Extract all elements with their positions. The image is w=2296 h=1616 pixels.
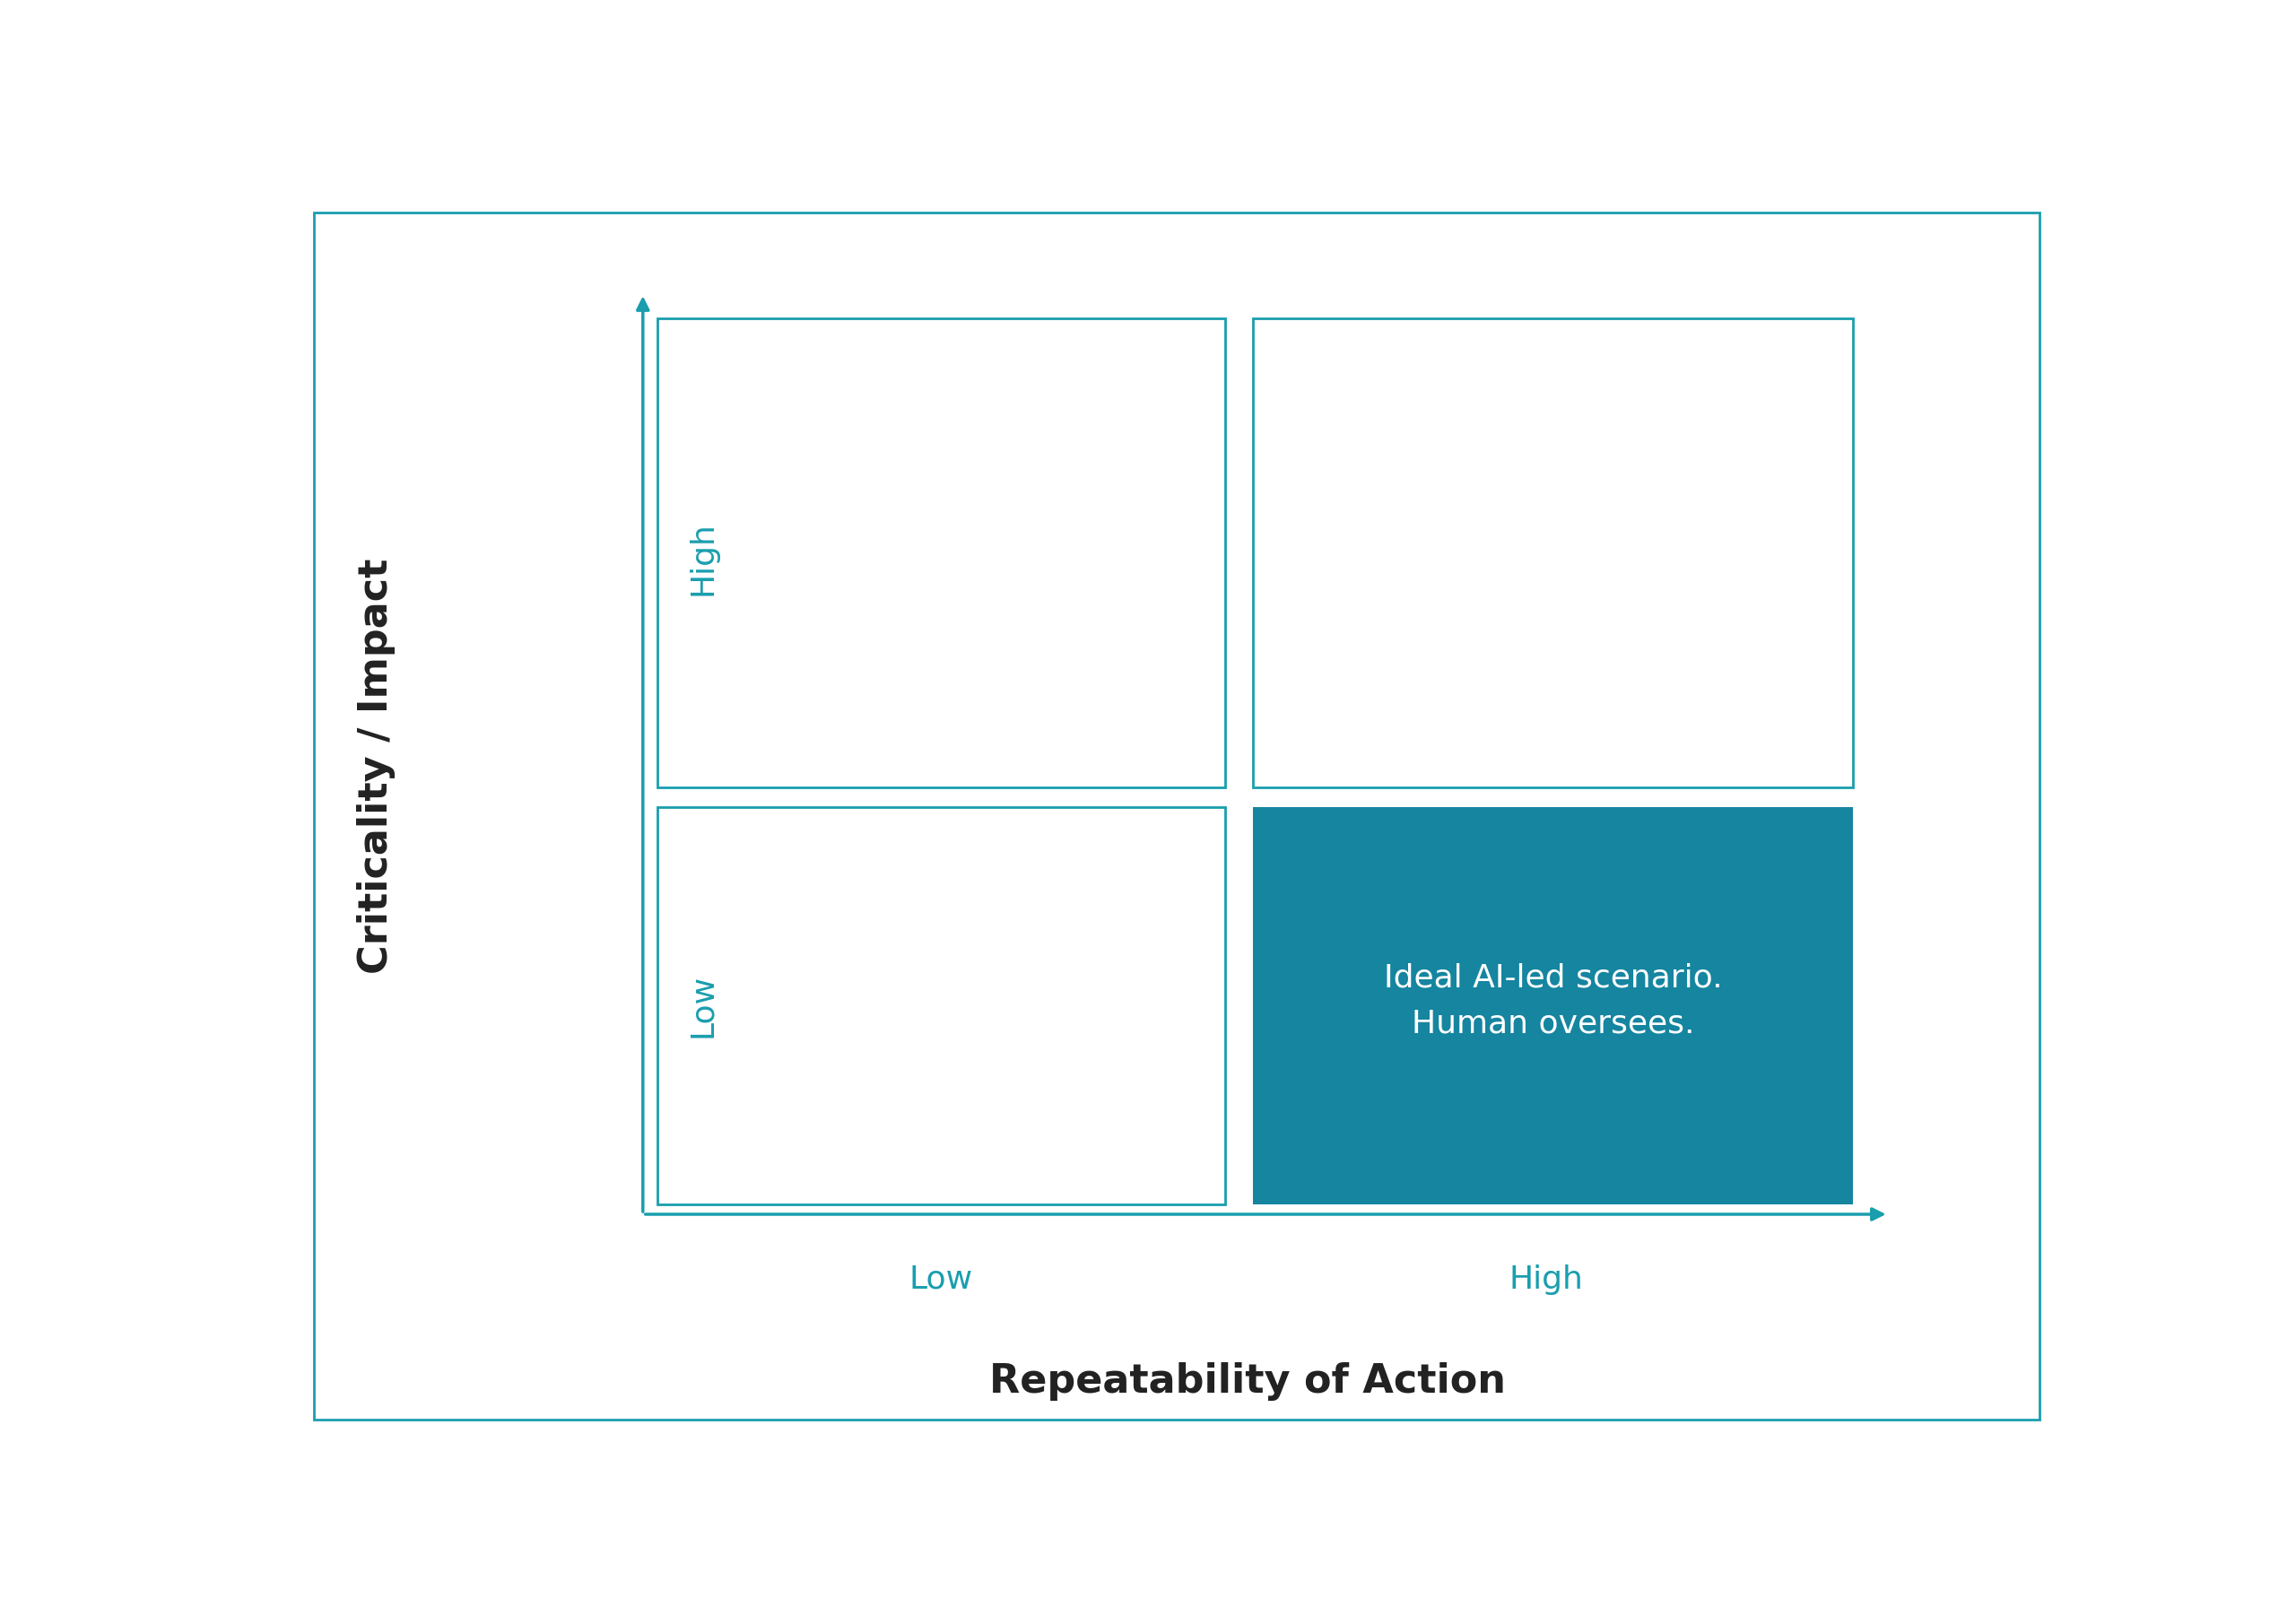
Text: Low: Low xyxy=(909,1264,974,1294)
Bar xyxy=(1254,318,1853,787)
Text: High: High xyxy=(1508,1264,1582,1294)
Bar xyxy=(657,808,1224,1204)
Bar xyxy=(657,318,1224,787)
Text: Ideal AI-led scenario.
Human oversees.: Ideal AI-led scenario. Human oversees. xyxy=(1384,963,1722,1039)
Text: Low: Low xyxy=(687,974,719,1037)
Bar xyxy=(1254,808,1853,1204)
Text: Repeatability of Action: Repeatability of Action xyxy=(990,1362,1506,1401)
Text: Criticality / Impact: Criticality / Impact xyxy=(356,559,395,974)
Text: High: High xyxy=(687,520,719,595)
